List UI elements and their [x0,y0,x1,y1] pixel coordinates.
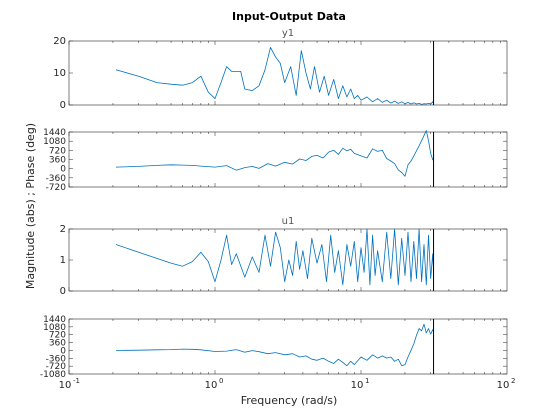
x-tick-label-exponent: 0 [219,377,223,385]
y-tick-label: -720 [46,362,67,372]
figure-title: Input-Output Data [232,10,346,23]
x-tick-label: 10 [205,380,218,391]
y-tick-label: 1440 [43,128,66,138]
x-tick-label-exponent: 1 [365,377,369,385]
y-tick-label: 10 [53,68,66,79]
axes-layer: 01020y1-720-360036072010801440012u1-1080… [40,28,516,391]
y-tick-label: 20 [53,36,66,47]
y-tick-label: -1080 [40,370,66,380]
y-tick-label: -360 [46,354,67,364]
y-tick-label: -360 [46,174,67,184]
x-tick-label-exponent: 2 [511,377,515,385]
y-tick-label: -720 [46,183,67,193]
axes-box [68,318,508,375]
subplot-title: y1 [282,28,294,39]
y-tick-label: 2 [60,224,66,235]
x-tick-label-exponent: -1 [73,377,80,385]
y-tick-label: 360 [49,339,66,349]
series-line [115,47,434,105]
series-line [115,130,434,177]
x-tick-label: 10 [351,380,364,391]
axes-box [68,131,508,188]
series-line [115,228,434,286]
y-tick-label: 360 [49,156,66,166]
axes-panel-3: 0 1 2 u1 [60,216,508,297]
y-tick-label: 1080 [43,137,66,147]
y-tick-label: 1 [60,255,66,266]
axes-box [68,228,508,292]
y-tick-label: 720 [49,331,66,341]
y-tick-label: 0 [60,100,66,111]
y-axis-label: Magnitude (abs) ; Phase (deg) [24,123,37,289]
y-tick-label: 1440 [43,315,66,325]
y-tick-label: 1080 [43,323,66,333]
y-tick-label: 0 [60,286,66,297]
y-tick-label: 720 [49,146,66,156]
y-tick-label: 0 [60,165,66,175]
y-tick-label: 0 [60,346,66,356]
subplot-title: u1 [282,216,295,227]
x-axis-label: Frequency (rad/s) [241,394,338,407]
series-line [115,323,434,367]
axes-panel-1: 0 10 20 y1 [53,28,508,111]
x-tick-label: 10 [59,380,72,391]
x-tick-label: 10 [497,380,510,391]
